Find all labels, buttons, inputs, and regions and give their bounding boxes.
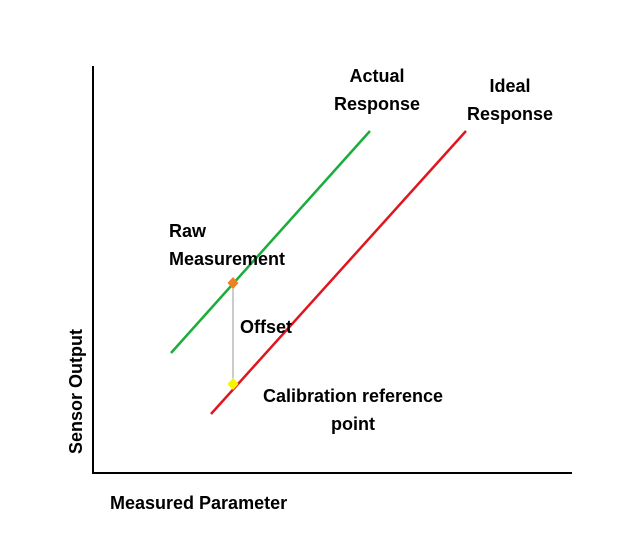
ideal-response-line xyxy=(210,130,467,415)
calibration-reference-marker xyxy=(227,378,239,390)
ideal-response-label: Ideal Response xyxy=(466,76,554,124)
actual-response-label: Actual Response xyxy=(333,66,421,114)
raw-measurement-marker xyxy=(227,277,239,289)
y-axis-label: Sensor Output xyxy=(66,329,86,454)
x-axis-label: Measured Parameter xyxy=(110,493,288,513)
calibration-reference-label: Calibration reference point xyxy=(262,386,444,434)
offset-label: Offset xyxy=(240,317,293,337)
raw-measurement-label: Raw Measurement xyxy=(169,221,286,269)
actual-response-line xyxy=(170,130,371,354)
